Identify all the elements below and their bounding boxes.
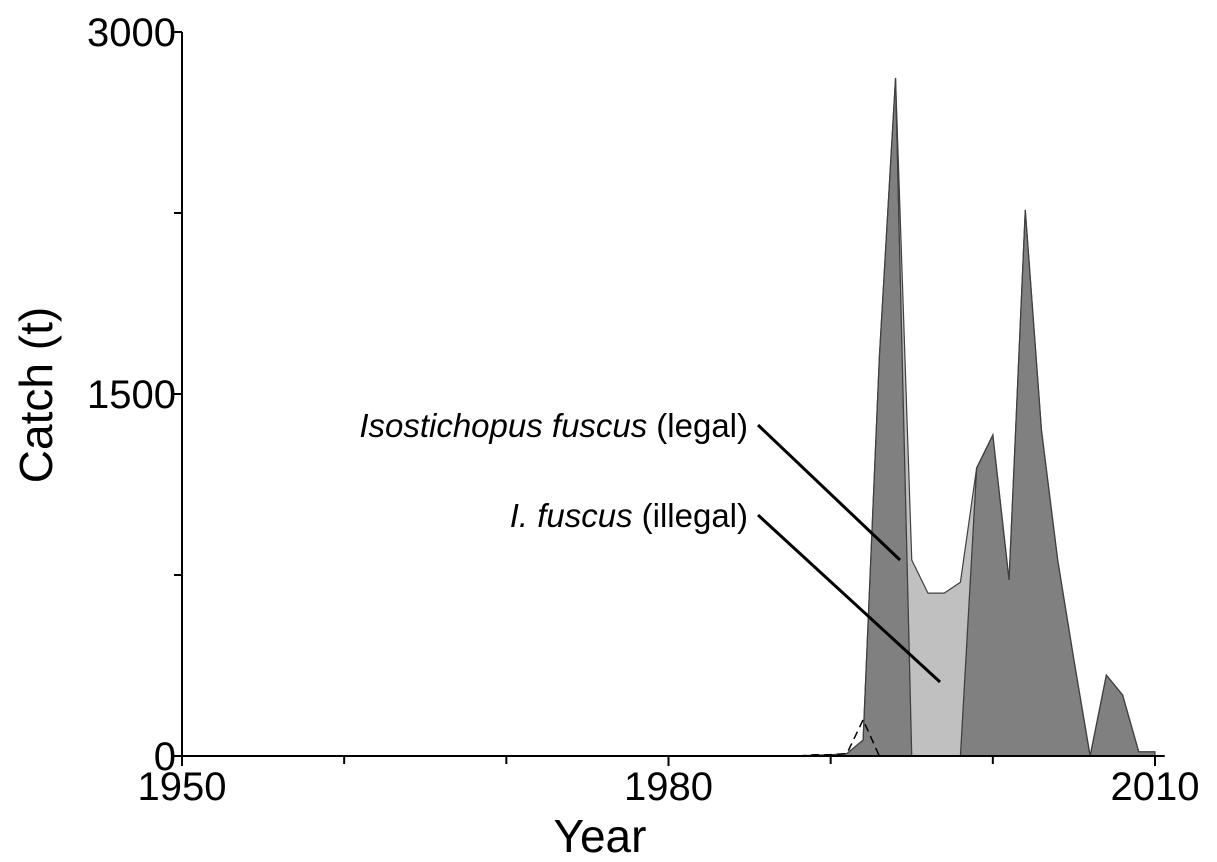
area [798,77,1156,757]
leader-line [756,513,942,684]
x-tick-label: 2010 [1111,765,1200,809]
x-tick-label: 1950 [138,765,227,809]
y-tick-label: 3000 [87,11,176,55]
y-axis-title: Catch (t) [10,307,62,483]
y-tick-label: 1500 [87,373,176,417]
x-tick-label: 1980 [624,765,713,809]
y-tick-label: 0 [154,735,176,779]
annotation: I. fuscus (illegal) [510,497,748,534]
dashed-line [798,718,881,757]
leader-line [756,423,902,562]
annotation-italic: Isostichopus fuscus [359,407,647,444]
x-axis-title: Year [554,810,647,862]
annotation-text: (illegal) [642,497,748,534]
annotation-italic: I. fuscus [510,497,633,534]
annotation-text: (legal) [656,407,748,444]
annotation: Isostichopus fuscus (legal) [359,407,748,444]
